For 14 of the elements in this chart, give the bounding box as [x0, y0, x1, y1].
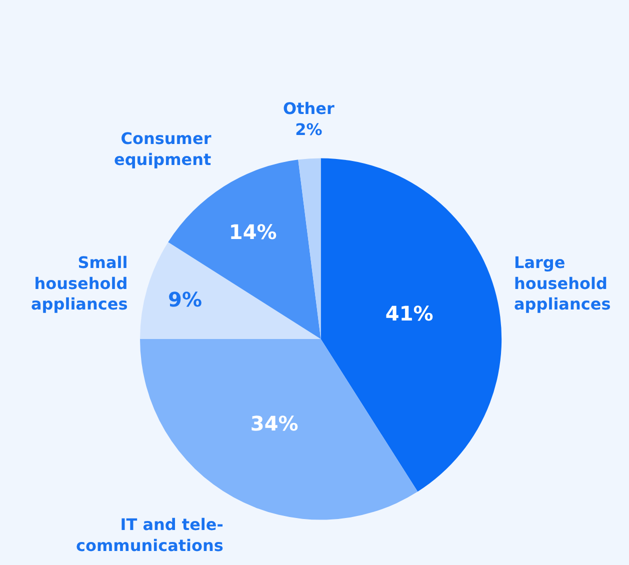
data-label: 9% [168, 288, 202, 312]
pie-slice [320, 158, 502, 492]
data-label: 34% [250, 411, 298, 436]
pie-slice [298, 158, 321, 339]
data-label: 41% [385, 301, 434, 326]
pie-slice [140, 339, 418, 520]
data-label: 2% [295, 120, 322, 139]
slice-label: Small household appliances [31, 253, 128, 314]
slice-label: Consumer equipment [114, 129, 212, 169]
slice-label: Large household appliances [514, 253, 611, 314]
pie-slice [140, 242, 321, 339]
slice-label: IT and tele- communications [76, 515, 224, 555]
data-label: 14% [228, 220, 277, 244]
slice-label: Other [283, 99, 334, 118]
